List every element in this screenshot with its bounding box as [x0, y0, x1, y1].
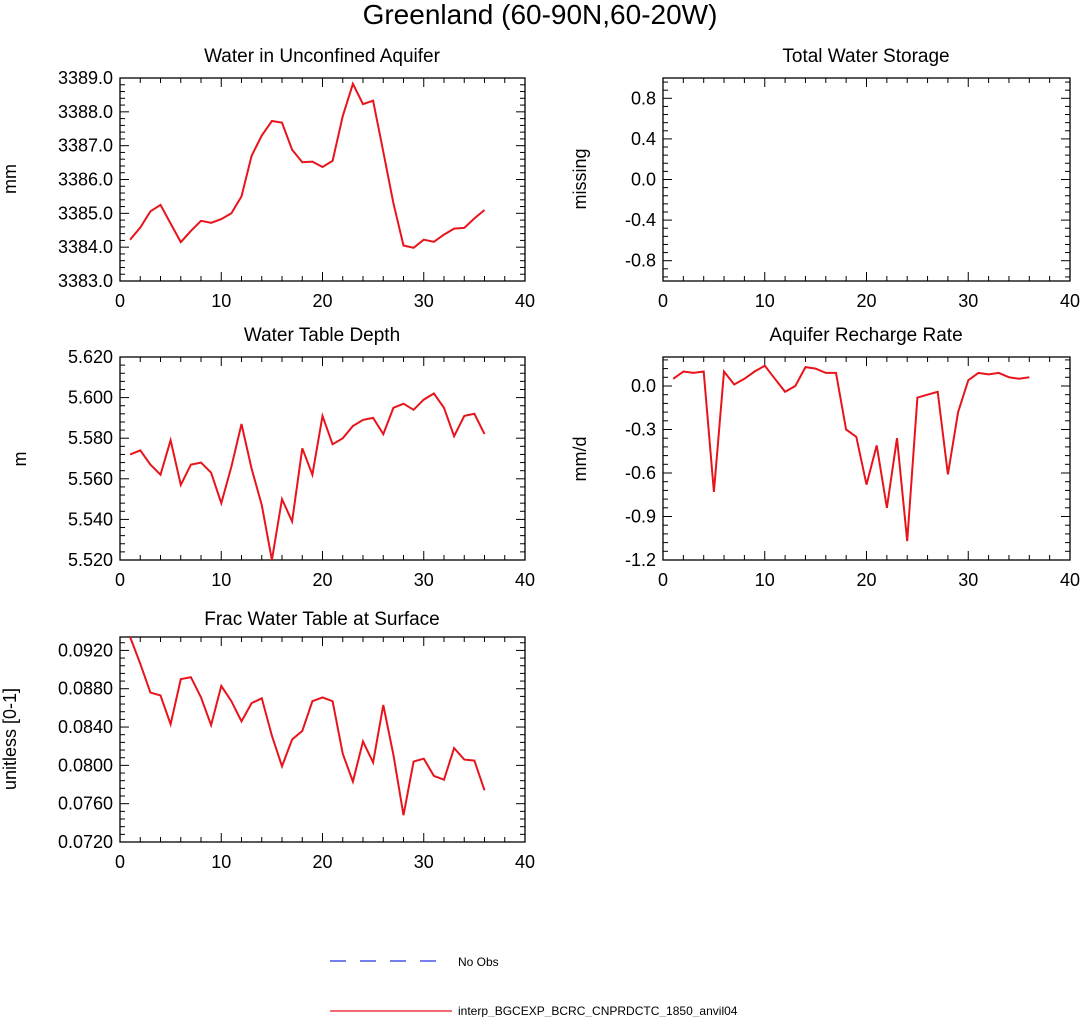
y-tick-label: -0.6 — [625, 463, 656, 483]
x-tick-label: 40 — [515, 291, 535, 311]
y-axis-label: mm/d — [570, 437, 590, 482]
x-tick-label: 30 — [414, 291, 434, 311]
plot-frame — [119, 356, 526, 561]
x-tick-label: 10 — [755, 570, 775, 590]
x-tick-label: 0 — [115, 291, 125, 311]
y-axis-label: m — [10, 452, 30, 467]
y-axis-label: missing — [570, 148, 590, 209]
y-tick-label: 5.580 — [68, 428, 113, 448]
x-tick-label: 40 — [515, 852, 535, 872]
plot-frame — [662, 77, 1071, 282]
x-tick-label: 40 — [1060, 570, 1080, 590]
legend-label-no-obs: No Obs — [458, 955, 499, 969]
plot-frame — [662, 356, 1071, 561]
y-tick-label: 0.0 — [631, 170, 656, 190]
y-tick-label: 3383.0 — [58, 271, 113, 291]
x-tick-label: 0 — [658, 570, 668, 590]
y-tick-label: -0.3 — [625, 420, 656, 440]
y-axis-label: unitless [0-1] — [0, 688, 20, 790]
x-tick-label: 10 — [211, 852, 231, 872]
panel-title: Water in Unconfined Aquifer — [204, 46, 441, 67]
x-tick-label: 0 — [115, 852, 125, 872]
y-tick-label: 0.0800 — [58, 755, 113, 775]
y-tick-label: 3386.0 — [58, 170, 113, 190]
y-tick-label: 3387.0 — [58, 136, 113, 156]
y-tick-label: 5.560 — [68, 469, 113, 489]
y-tick-label: 0.0880 — [58, 679, 113, 699]
y-tick-label: -1.2 — [625, 550, 656, 570]
y-tick-label: 5.600 — [68, 388, 113, 408]
series-line — [129, 636, 486, 816]
y-tick-label: 0.4 — [631, 129, 656, 149]
y-tick-label: 5.620 — [68, 347, 113, 367]
y-tick-label: -0.9 — [625, 507, 656, 527]
x-tick-label: 20 — [312, 570, 332, 590]
y-tick-label: 5.520 — [68, 550, 113, 570]
y-tick-label: -0.8 — [625, 251, 656, 271]
panel-title: Frac Water Table at Surface — [204, 609, 440, 630]
x-tick-label: 40 — [1060, 291, 1080, 311]
panel-recharge: Aquifer Recharge Rate mm/d 0 10 20 30 40 -1.2… — [570, 325, 1080, 590]
series-line — [129, 392, 486, 561]
y-tick-label: 0.8 — [631, 88, 656, 108]
panel-wtd: Water Table Depth m 0 10 20 30 40 5.520 5.540 5… — [10, 325, 535, 590]
figure-title: Greenland (60-90N,60-20W) — [363, 0, 718, 30]
series-line — [129, 81, 486, 249]
x-tick-label: 20 — [312, 291, 332, 311]
x-tick-label: 0 — [115, 570, 125, 590]
panel-frac: Frac Water Table at Surface unitless [0-… — [0, 609, 535, 872]
panel-title: Water Table Depth — [244, 325, 400, 346]
plot-frame — [119, 636, 526, 843]
panel-title: Total Water Storage — [782, 46, 949, 67]
y-tick-label: 0.0 — [631, 376, 656, 396]
series-line — [672, 364, 1030, 542]
x-tick-label: 0 — [658, 291, 668, 311]
panel-title: Aquifer Recharge Rate — [769, 325, 962, 346]
y-tick-label: -0.4 — [625, 210, 656, 230]
x-tick-label: 20 — [856, 570, 876, 590]
panel-tws: Total Water Storage missing 0 10 20 30 40 -0.… — [570, 46, 1080, 311]
x-tick-label: 20 — [312, 852, 332, 872]
x-tick-label: 30 — [958, 570, 978, 590]
y-tick-label: 5.540 — [68, 509, 113, 529]
y-tick-label: 3384.0 — [58, 237, 113, 257]
y-tick-label: 3388.0 — [58, 102, 113, 122]
x-tick-label: 30 — [414, 852, 434, 872]
x-tick-label: 10 — [755, 291, 775, 311]
panel-unconfined: Water in Unconfined Aquifer mm 0 10 20 30 40… — [0, 46, 535, 311]
legend-label-model: interp_BGCEXP_BCRC_CNPRDCTC_1850_anvil04 — [458, 1004, 738, 1017]
y-tick-label: 0.0920 — [58, 640, 113, 660]
x-tick-label: 10 — [211, 291, 231, 311]
y-axis-label: mm — [0, 164, 20, 194]
y-tick-label: 3385.0 — [58, 203, 113, 223]
x-tick-label: 30 — [958, 291, 978, 311]
y-tick-label: 0.0840 — [58, 717, 113, 737]
y-tick-label: 0.0760 — [58, 794, 113, 814]
y-tick-label: 3389.0 — [58, 68, 113, 88]
plot-frame — [119, 77, 526, 282]
y-tick-label: 0.0720 — [58, 832, 113, 852]
x-tick-label: 10 — [211, 570, 231, 590]
x-tick-label: 20 — [856, 291, 876, 311]
x-tick-label: 30 — [414, 570, 434, 590]
x-tick-label: 40 — [515, 570, 535, 590]
legend: No Obs interp_BGCEXP_BCRC_CNPRDCTC_1850_… — [330, 955, 738, 1017]
